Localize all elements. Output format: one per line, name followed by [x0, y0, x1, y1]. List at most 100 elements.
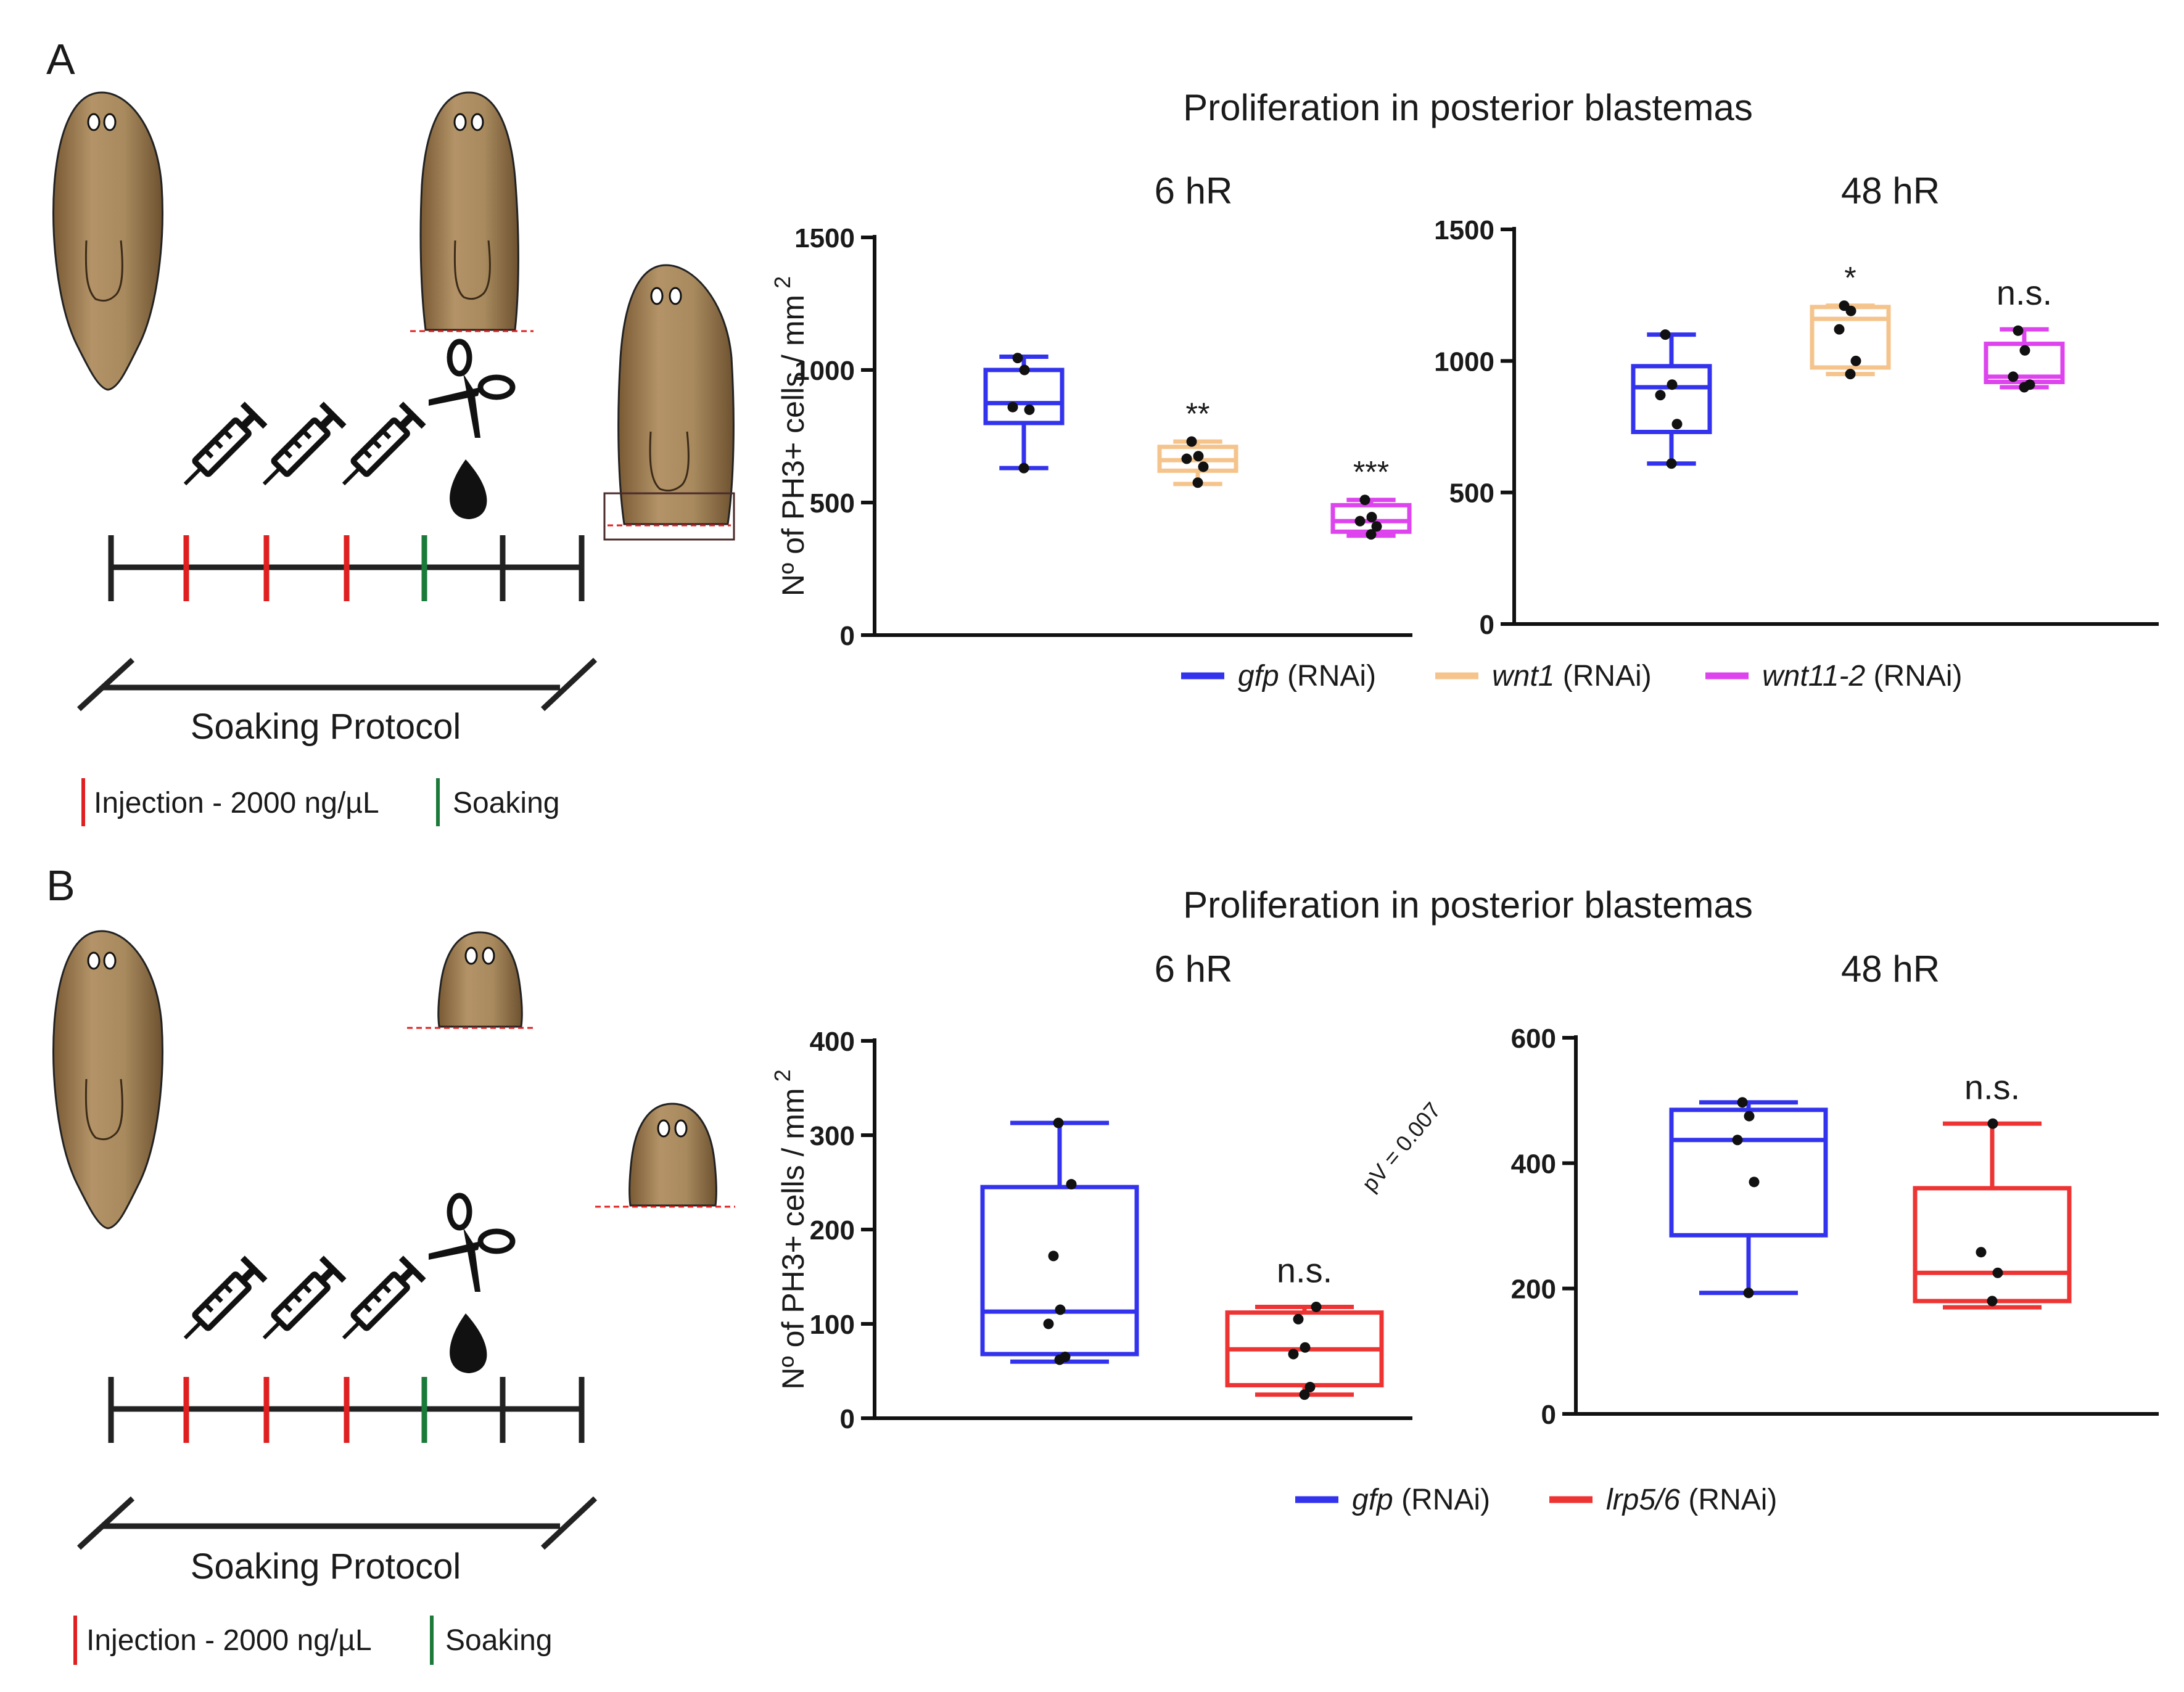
- scissors-drop-icon: [429, 342, 513, 519]
- syringe-icon: [174, 1258, 265, 1349]
- data-point: [1987, 1118, 1998, 1129]
- protocol-title-a: Soaking Protocol: [191, 707, 461, 747]
- chart-supertitle: Proliferation in posterior blastemas: [1183, 884, 1753, 926]
- data-point: [1007, 401, 1018, 413]
- y-tick-label: 100: [810, 1310, 855, 1340]
- y-tick-label: 1000: [1434, 347, 1494, 377]
- data-point: [1055, 1304, 1066, 1315]
- legend-injection-b: Injection - 2000 ng/µL: [86, 1624, 372, 1657]
- data-point: [1311, 1301, 1322, 1312]
- worm-head-fragment-b: [407, 931, 535, 1029]
- protocol-bracket-b: [76, 1496, 598, 1550]
- chart-title: 48 hR: [1841, 170, 1940, 212]
- y-tick-label: 400: [1511, 1149, 1556, 1179]
- y-tick-label: 1500: [1434, 215, 1494, 245]
- data-point: [1012, 353, 1023, 364]
- legend-panel-a: gfp (RNAi) wnt1 (RNAi) wnt11-2 (RNAi): [1181, 660, 1963, 692]
- y-tick-label: 0: [1480, 610, 1494, 640]
- data-point: [1181, 453, 1192, 464]
- chart-title: 48 hR: [1841, 948, 1940, 990]
- legends: gfp (RNAi) wnt1 (RNAi) wnt11-2 (RNAi)gfp (…: [1181, 660, 1963, 1516]
- data-point: [2024, 379, 2035, 390]
- worm-head-regen-b: [595, 1103, 735, 1208]
- chart-title: 6 hR: [1155, 948, 1233, 990]
- significance-label: n.s.: [1997, 273, 2052, 312]
- data-point: [1366, 529, 1377, 540]
- data-point: [1304, 1382, 1316, 1393]
- chart-title: 6 hR: [1155, 170, 1233, 212]
- box-lrp: n.s.: [1913, 1067, 2072, 1310]
- syringe-icon: [332, 1258, 424, 1349]
- data-point: [1359, 495, 1370, 506]
- data-point: [1019, 364, 1030, 376]
- syringe-icon: [332, 404, 424, 495]
- data-point: [1048, 1251, 1059, 1262]
- y-axis-label: Nº of PH3+ cells / mm 2: [770, 276, 810, 596]
- data-point: [1987, 1296, 1998, 1307]
- data-point: [1371, 521, 1382, 532]
- significance-label: ***: [1353, 455, 1389, 490]
- data-point: [1192, 477, 1203, 488]
- panel-a-illustration: A: [46, 35, 735, 826]
- data-point: [1845, 369, 1856, 380]
- significance-label: **: [1186, 396, 1210, 431]
- protocol-bracket-a: [76, 657, 598, 712]
- chart-b-6hr: Proliferation in posterior blastemas 6 hR…: [770, 884, 1753, 1434]
- box-wnt1: **: [1157, 396, 1238, 488]
- box-gfp: [1631, 329, 1712, 469]
- panel-a-letter: A: [46, 35, 75, 83]
- legend-label: wnt1 (RNAi): [1492, 660, 1652, 692]
- data-point: [1976, 1247, 1987, 1258]
- panel-b-illustration: B: [46, 861, 735, 1665]
- pvalue-note: pV = 0.007: [1357, 1098, 1446, 1197]
- box-wnt11_2: n.s.: [1984, 273, 2065, 393]
- data-point: [1839, 300, 1850, 311]
- legend-soaking-b: Soaking: [445, 1624, 552, 1657]
- significance-label: n.s.: [1964, 1067, 2020, 1106]
- data-point: [1749, 1177, 1760, 1188]
- box-lrp: n.s.: [1225, 1251, 1384, 1400]
- box-gfp: [1669, 1097, 1828, 1299]
- protocol-title-b: Soaking Protocol: [191, 1546, 461, 1587]
- timeline-b: [108, 1377, 585, 1443]
- y-tick-label: 200: [810, 1215, 855, 1246]
- worm-amputated-a: [410, 91, 534, 332]
- data-point: [1024, 405, 1035, 415]
- legend-label: gfp (RNAi): [1238, 660, 1376, 692]
- box-iqr: [980, 1185, 1139, 1357]
- worm-regenerating-a: [603, 264, 735, 541]
- data-point: [1193, 451, 1204, 462]
- box-gfp: [983, 353, 1065, 474]
- panel-b-letter: B: [46, 861, 75, 910]
- data-point: [1660, 329, 1671, 340]
- data-point: [1743, 1287, 1754, 1299]
- y-tick-label: 1500: [794, 223, 855, 253]
- data-point: [1198, 461, 1209, 472]
- data-point: [1293, 1313, 1304, 1324]
- data-point: [2019, 345, 2030, 356]
- data-point: [1066, 1179, 1077, 1190]
- data-point: [1366, 512, 1377, 523]
- legend-soaking-a: Soaking: [453, 787, 559, 819]
- y-tick-label: 500: [1449, 478, 1494, 509]
- box-iqr: [1631, 364, 1712, 435]
- legend-label: gfp (RNAi): [1352, 1484, 1490, 1516]
- y-tick-label: 0: [840, 621, 855, 651]
- scissors-drop-icon: [429, 1196, 513, 1373]
- box-iqr: [1913, 1186, 2072, 1304]
- y-tick-label: 500: [810, 488, 855, 519]
- legend-injection-a: Injection - 2000 ng/µL: [94, 787, 379, 819]
- data-point: [1186, 436, 1197, 447]
- significance-label: *: [1844, 261, 1856, 295]
- data-point: [1850, 355, 1861, 366]
- chart-b-48hr: 48 hR 0 200 400 600 n.s.: [1511, 948, 2159, 1430]
- worm-intact-b: [52, 930, 163, 1230]
- significance-label: n.s.: [1277, 1251, 1332, 1289]
- y-tick-label: 300: [810, 1121, 855, 1151]
- data-point: [1834, 324, 1845, 335]
- box-wnt1: *: [1810, 261, 1891, 380]
- y-tick-label: 0: [840, 1404, 855, 1434]
- y-tick-label: 400: [810, 1027, 855, 1057]
- data-point: [1288, 1349, 1299, 1360]
